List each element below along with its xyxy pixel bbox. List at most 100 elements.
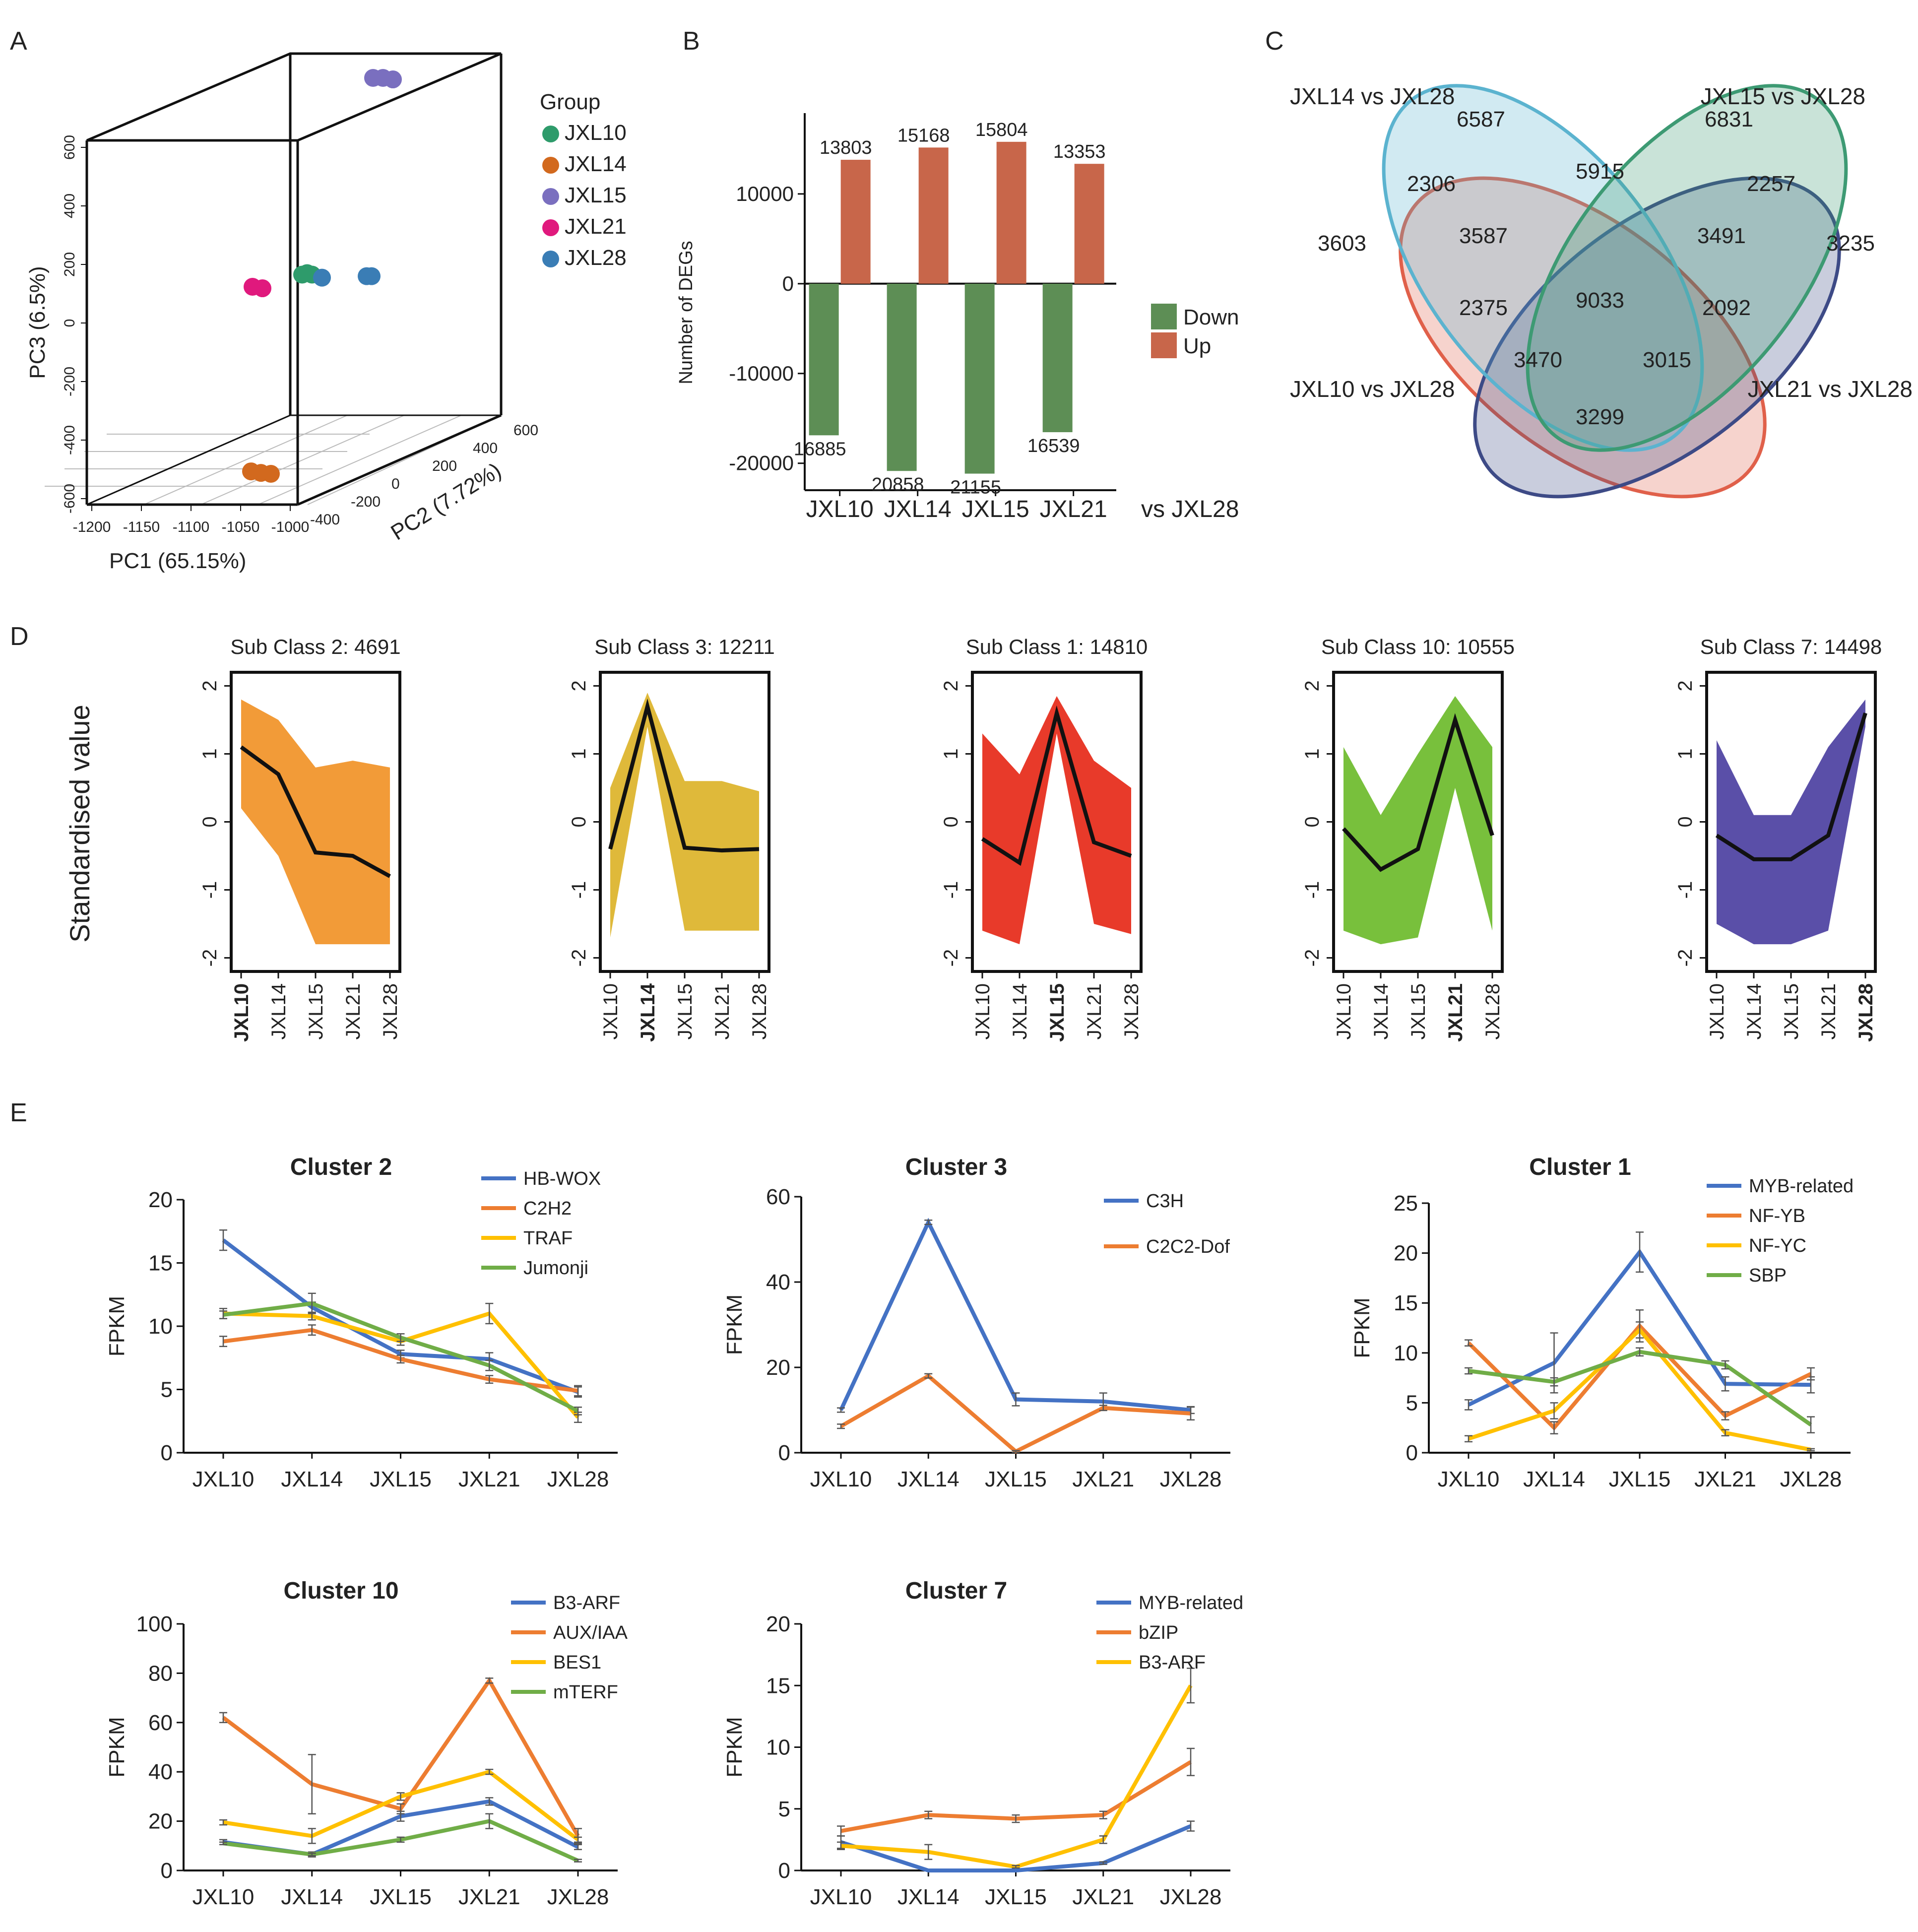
deg-bar-up-label: 15168 (897, 125, 950, 146)
cluster-title: Cluster 7 (905, 1578, 1007, 1604)
subclass-y-tick-label: -1 (1301, 881, 1323, 899)
pca-legend-marker (542, 251, 559, 267)
pca-y-tick-label: 0 (391, 476, 400, 492)
cluster-legend-label: B3-ARF (1139, 1652, 1206, 1673)
cluster-x-tick-label: JXL14 (281, 1885, 343, 1909)
deg-x-tick-label: JXL21 (1040, 496, 1107, 522)
deg-bar-up (996, 141, 1026, 284)
venn-region-count: 2375 (1459, 296, 1508, 320)
subclass-x-tick-label: JXL21 (711, 983, 733, 1039)
venn-set-0 (1382, 84, 1704, 452)
pca-y-tick-label: 600 (513, 422, 538, 439)
pca-point-jxl14 (262, 464, 280, 483)
deg-y-tick-label: 0 (782, 272, 794, 295)
cluster-title: Cluster 1 (1529, 1154, 1631, 1180)
cluster-legend-label: Jumonji (523, 1258, 588, 1279)
cluster-y-tick-label: 60 (766, 1185, 790, 1209)
subclass-band (1343, 696, 1492, 945)
subclass-y-tick-label: -2 (568, 949, 590, 967)
cluster-x-tick-label: JXL21 (1072, 1885, 1134, 1909)
deg-bar-down-label: 16885 (794, 439, 846, 459)
pca-legend-marker (542, 157, 559, 174)
cluster-legend-label: C2H2 (523, 1198, 572, 1219)
cluster-series-line (1468, 1350, 1812, 1426)
subclass-y-tick-label: 1 (568, 748, 590, 759)
cluster-x-tick-label: JXL15 (370, 1467, 432, 1491)
deg-bar-chart: -20000 -10000 0 10000 JXL10 16885 13803 JXL1420… (729, 113, 1239, 522)
cluster-y-tick-label: 20 (148, 1809, 173, 1834)
deg-bar-up (840, 160, 871, 284)
subclass-y-tick-label: 2 (568, 680, 590, 691)
cluster-ylabel: FPKM (1350, 1297, 1374, 1358)
cluster-y-tick-label: 15 (766, 1674, 790, 1698)
cluster-y-tick-label: 25 (1394, 1191, 1418, 1216)
deg-y-tick-label: 10000 (736, 182, 794, 205)
cluster-y-tick-label: 20 (766, 1612, 790, 1636)
cluster-y-tick-label: 5 (1406, 1391, 1418, 1415)
subclass-y-tick-label: 2 (1674, 680, 1696, 691)
pca-point-jxl28 (363, 267, 381, 285)
cluster-x-tick-label: JXL14 (897, 1467, 959, 1491)
cluster-y-tick-label: 20 (766, 1355, 790, 1380)
subclass-band (241, 699, 390, 945)
subclass-title: Sub Class 2: 4691 (230, 635, 400, 658)
cluster-x-tick-label: JXL28 (547, 1467, 609, 1491)
venn-region-count: 2092 (1702, 296, 1751, 320)
pca-z-tick-label: -200 (62, 367, 78, 396)
subclass-x-tick-label: JXL21 (1084, 983, 1105, 1039)
cluster-legend-label: NF-YC (1749, 1235, 1806, 1256)
subclass-x-tick-label: JXL21 (1445, 983, 1467, 1042)
cluster-y-tick-label: 40 (766, 1270, 790, 1294)
subclass-x-tick-label: JXL14 (1743, 983, 1765, 1039)
cluster-y-tick-label: 10 (1394, 1341, 1418, 1365)
cluster-y-tick-label: 0 (778, 1859, 790, 1883)
cluster-y-tick-label: 15 (1394, 1291, 1418, 1315)
deg-legend-swatch (1151, 304, 1177, 329)
subclass-y-tick-label: -2 (1674, 949, 1696, 967)
cluster-x-tick-label: JXL14 (281, 1467, 343, 1491)
venn-set-label: JXL21 vs JXL28 (1748, 376, 1913, 402)
panel-label-a: A (10, 27, 27, 56)
subclass-y-tick-label: 0 (199, 816, 221, 827)
cluster-x-tick-label: JXL14 (1523, 1467, 1585, 1491)
pca-legend-marker (542, 126, 559, 142)
subclass-mean-line (240, 745, 391, 878)
cluster-x-tick-label: JXL14 (897, 1885, 959, 1909)
deg-ylabel: Number of DEGs (676, 241, 697, 384)
panel-a-pca: -1200 -1150 -1100 -1050 -1000 -400-2000200400… (25, 52, 627, 573)
pca-zlabel: PC3 (6.5%) (25, 266, 50, 379)
pca-points (242, 69, 402, 483)
pca-legend-label: JXL28 (565, 246, 627, 270)
cluster-legend-label: NF-YB (1749, 1206, 1805, 1226)
subclass-mean-line (981, 705, 1132, 866)
cluster-y-tick-label: 5 (161, 1378, 173, 1402)
cluster-legend-label: HB-WOX (523, 1168, 601, 1189)
cluster-title: Cluster 3 (905, 1154, 1007, 1180)
venn-region-count: 6831 (1705, 107, 1753, 131)
venn-set-2 (1399, 176, 1767, 499)
cluster-y-tick-label: 15 (148, 1251, 173, 1276)
subclass-x-tick-label: JXL10 (972, 983, 994, 1039)
subclass-y-tick-label: 0 (568, 816, 590, 827)
pca-box-frame (85, 52, 503, 506)
pca-legend-label: JXL10 (565, 121, 627, 145)
pca-y-tick-label: 200 (432, 458, 457, 474)
deg-legend-swatch (1151, 332, 1177, 358)
pca-z-tick-label: 400 (62, 193, 78, 218)
cluster-legend-label: C3H (1146, 1191, 1184, 1212)
subclass-mean-line (1342, 713, 1494, 872)
subclass-y-tick-label: -1 (199, 881, 221, 899)
deg-bar-up-label: 13353 (1053, 141, 1106, 162)
cluster-x-tick-label: JXL28 (1160, 1885, 1222, 1909)
deg-bar-up (918, 147, 949, 284)
cluster-x-tick-label: JXL10 (1438, 1467, 1500, 1491)
subclass-x-tick-label: JXL14 (637, 983, 659, 1042)
subclass-band (982, 696, 1131, 945)
deg-bar-down (809, 283, 839, 436)
pca-legend-label: JXL21 (565, 214, 627, 239)
venn-region-count: 3587 (1459, 224, 1508, 248)
pca-legend-label: JXL14 (565, 152, 627, 176)
subclass-title: Sub Class 10: 10555 (1321, 635, 1515, 658)
subclass-band (1717, 699, 1865, 945)
